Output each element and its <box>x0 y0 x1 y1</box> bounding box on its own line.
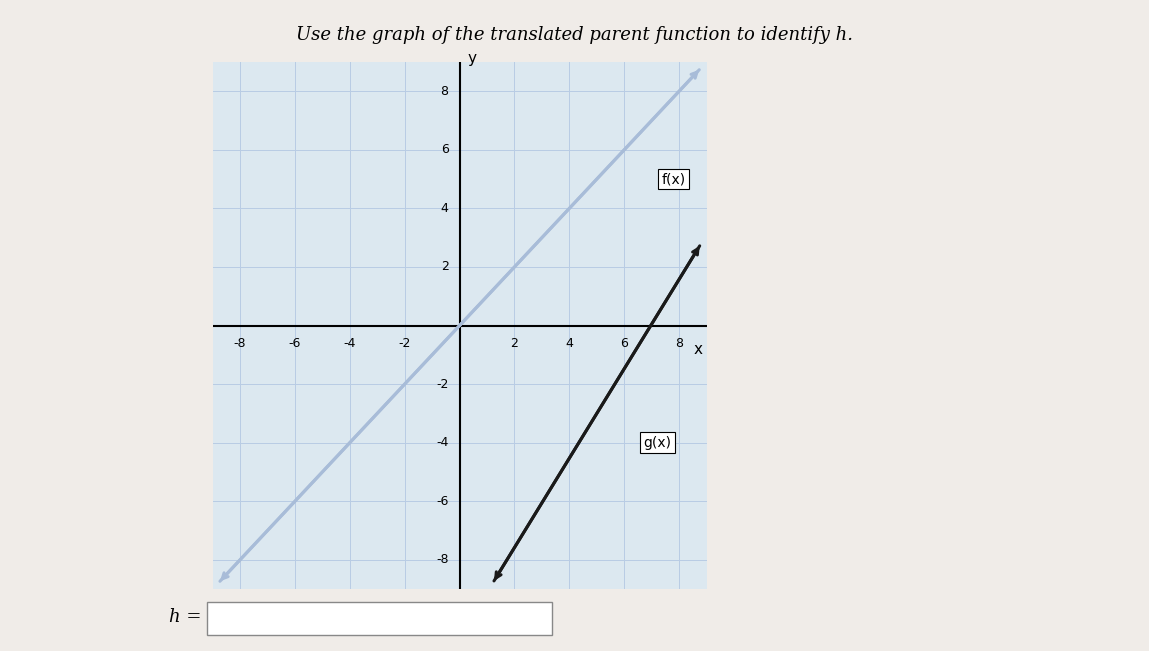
Text: -4: -4 <box>437 436 448 449</box>
Text: x: x <box>694 342 703 357</box>
Text: 2: 2 <box>441 260 448 273</box>
Text: Use the graph of the translated parent function to identify h.: Use the graph of the translated parent f… <box>296 26 853 44</box>
Text: 2: 2 <box>510 337 518 350</box>
Text: -8: -8 <box>233 337 246 350</box>
Text: g(x): g(x) <box>643 436 671 450</box>
Text: 4: 4 <box>565 337 573 350</box>
Text: 8: 8 <box>676 337 684 350</box>
Text: -6: -6 <box>288 337 301 350</box>
Text: -2: -2 <box>437 378 448 391</box>
Text: y: y <box>468 51 477 66</box>
Text: -8: -8 <box>437 553 448 566</box>
Text: -6: -6 <box>437 495 448 508</box>
Text: -4: -4 <box>344 337 356 350</box>
Text: 6: 6 <box>441 143 448 156</box>
Text: f(x): f(x) <box>662 172 686 186</box>
Text: 8: 8 <box>440 85 448 98</box>
FancyBboxPatch shape <box>207 602 552 635</box>
Text: -2: -2 <box>399 337 411 350</box>
Text: h =: h = <box>169 608 201 626</box>
Text: 6: 6 <box>620 337 629 350</box>
Text: 4: 4 <box>441 202 448 215</box>
